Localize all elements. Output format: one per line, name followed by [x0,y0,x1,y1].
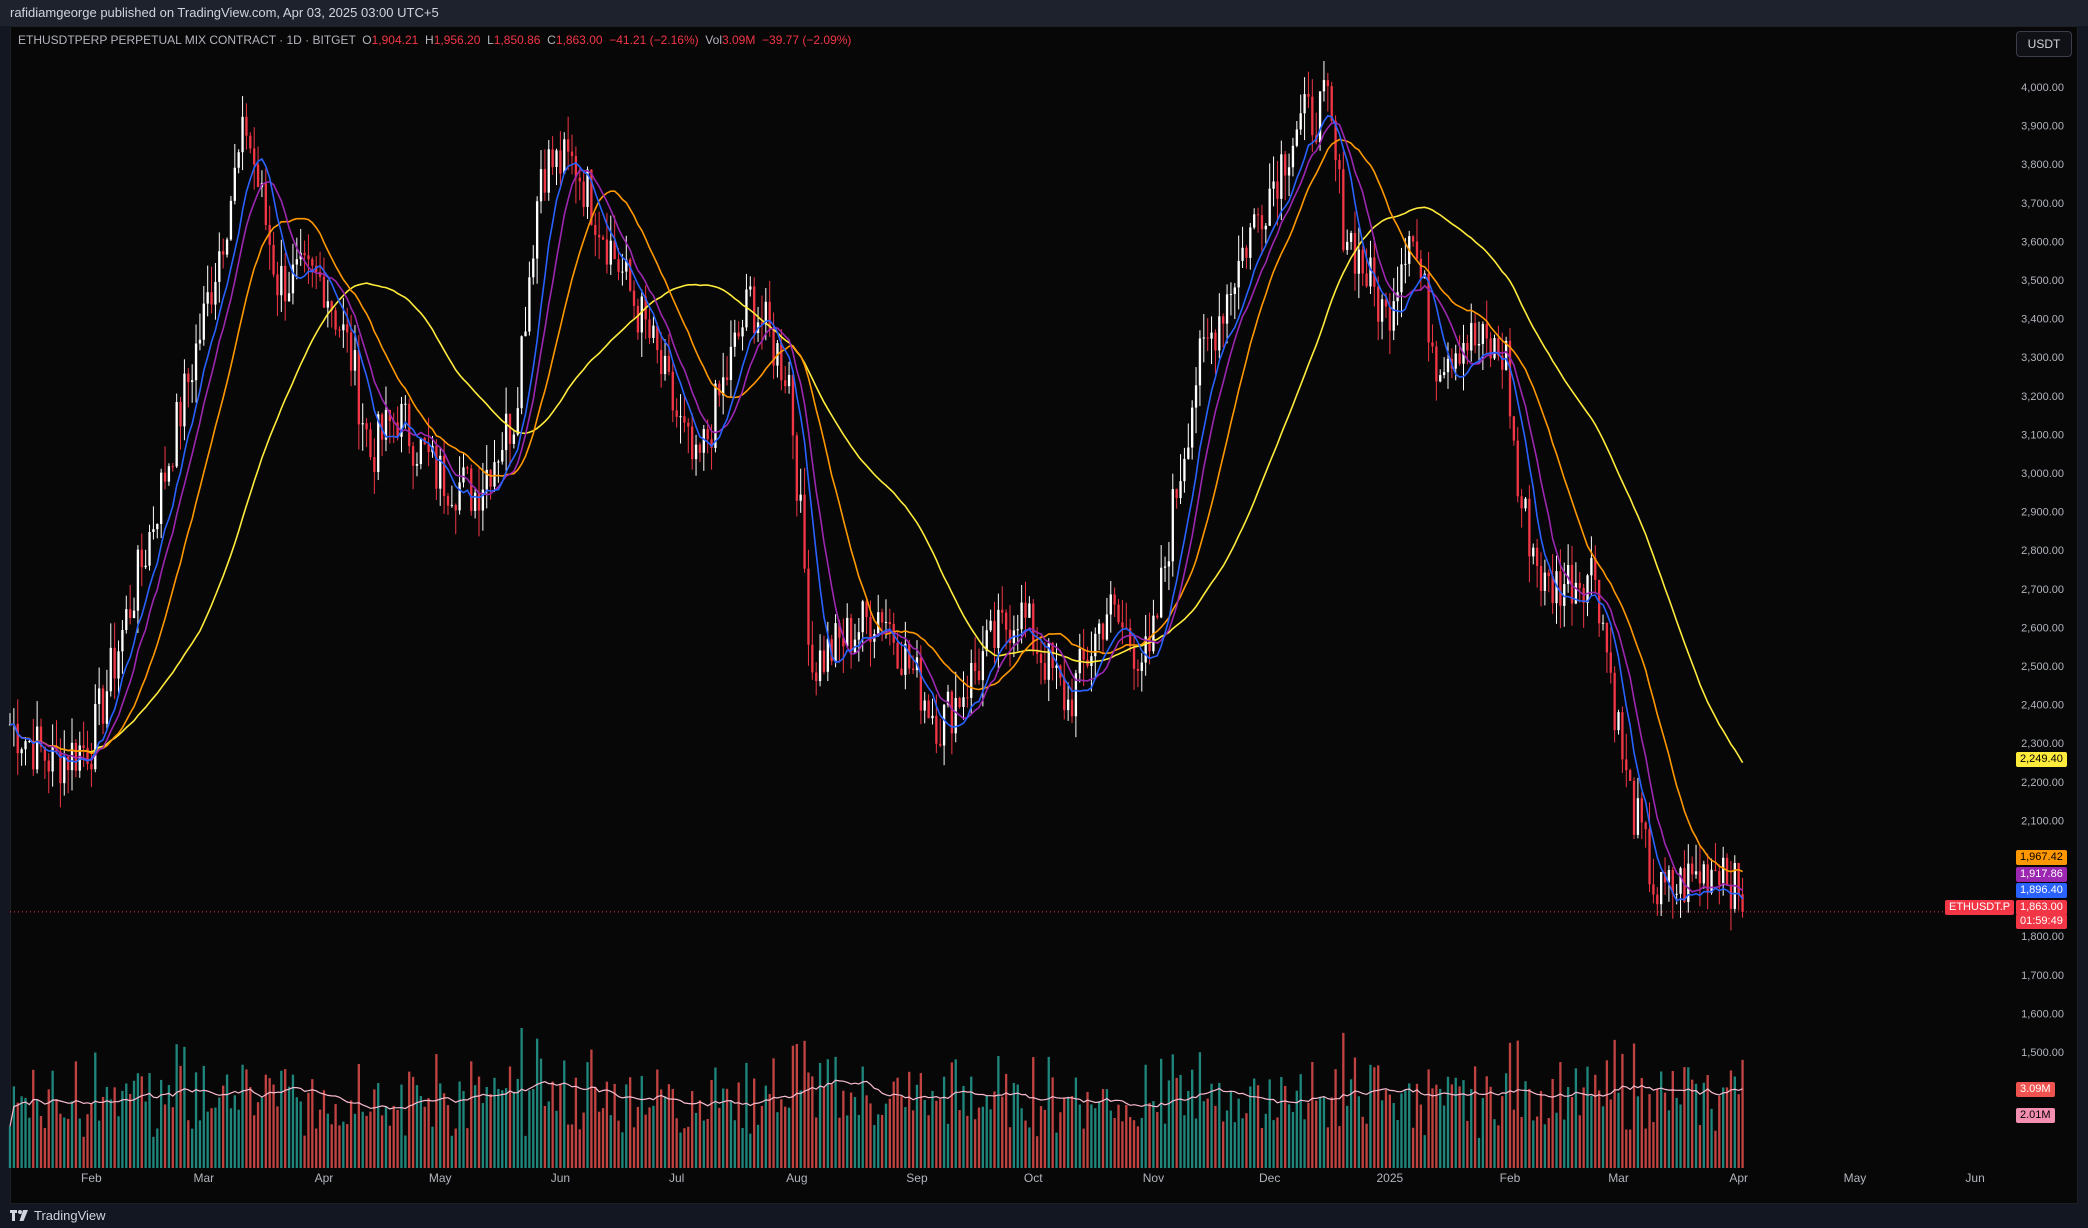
last-price-tag: 1,863.00 [2016,900,2067,915]
footer: TradingView [0,1204,2088,1227]
low-value: 1,850.86 [493,33,541,47]
change-value: −41.21 (−2.16%) [609,33,699,47]
footer-brand: TradingView [34,1208,106,1223]
open-label: O [362,33,372,47]
vol-value: 3.09M [721,33,756,47]
close-value: 1,863.00 [555,33,603,47]
ma-mid-price-tag: 1,917.86 [2016,867,2067,882]
ma-long-price-tag: 2,249.40 [2016,752,2067,767]
tradingview-logo[interactable]: TradingView [0,1204,106,1227]
symbol-legend: ETHUSDTPERP PERPETUAL MIX CONTRACT · 1D … [18,33,851,47]
low-label: L [487,33,494,47]
currency-button[interactable]: USDT [2016,31,2072,57]
high-label: H [425,33,434,47]
high-value: 1,956.20 [433,33,481,47]
publisher-text: rafidiamgeorge published on TradingView.… [10,5,439,20]
chart-frame[interactable] [10,26,2078,1204]
publisher-bar: rafidiamgeorge published on TradingView.… [0,0,2088,26]
vol-change: −39.77 (−2.09%) [762,33,852,47]
symbol-price-tag: ETHUSDT.P [1945,900,2015,915]
volume-tag: 3.09M [2016,1082,2055,1097]
ma-fast-price-tag: 1,896.40 [2016,883,2067,898]
ma-slow-price-tag: 1,967.42 [2016,850,2067,865]
symbol-title: ETHUSDTPERP PERPETUAL MIX CONTRACT · 1D … [18,33,356,47]
tradingview-logo-icon [10,1210,28,1221]
countdown-tag: 01:59:49 [2016,914,2067,929]
vol-label: Vol [705,33,722,47]
volume-ma-tag: 2.01M [2016,1108,2055,1123]
close-label: C [547,33,556,47]
open-value: 1,904.21 [371,33,419,47]
